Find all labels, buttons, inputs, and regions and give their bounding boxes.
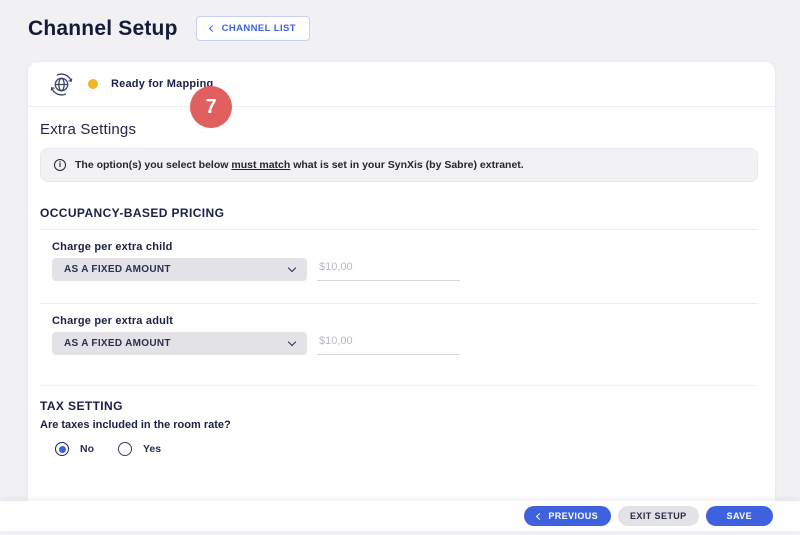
extra-adult-amount-input[interactable]: [317, 332, 460, 355]
previous-button-label: PREVIOUS: [548, 511, 599, 521]
tax-option-yes[interactable]: Yes: [118, 442, 161, 456]
extra-settings-heading: Extra Settings: [40, 121, 137, 138]
previous-button[interactable]: PREVIOUS: [524, 506, 612, 526]
exit-setup-button[interactable]: EXIT SETUP: [618, 506, 699, 526]
radio-no-selected[interactable]: [55, 442, 69, 456]
info-icon: i: [54, 159, 66, 171]
extra-child-charge-type-select[interactable]: AS A FIXED AMOUNT: [52, 258, 307, 281]
page-title: Channel Setup: [28, 16, 178, 40]
extra-adult-charge-type-select[interactable]: AS A FIXED AMOUNT: [52, 332, 307, 355]
step-badge: 7: [190, 86, 232, 128]
save-button[interactable]: SAVE: [705, 506, 773, 526]
extra-child-label: Charge per extra child: [52, 241, 173, 253]
step-badge-count: 7: [205, 95, 217, 118]
divider: [40, 385, 758, 386]
tax-radio-group: No Yes: [55, 442, 758, 456]
extra-adult-charge-type-value: AS A FIXED AMOUNT: [64, 338, 171, 349]
channel-status-row: Ready for Mapping: [28, 62, 775, 107]
tax-option-no[interactable]: No: [55, 442, 94, 456]
extra-child-charge-type-value: AS A FIXED AMOUNT: [64, 264, 171, 275]
save-button-label: SAVE: [726, 511, 752, 521]
exit-setup-button-label: EXIT SETUP: [630, 511, 687, 521]
radio-yes-label: Yes: [143, 443, 162, 455]
tax-question: Are taxes included in the room rate?: [40, 419, 231, 431]
info-banner-text: The option(s) you select below must matc…: [75, 159, 524, 171]
divider: [40, 229, 758, 230]
radio-yes-unselected[interactable]: [118, 442, 132, 456]
chevron-left-icon: [208, 24, 216, 33]
channel-setup-card: Ready for Mapping 7 Extra Settings i The…: [28, 62, 775, 514]
info-banner: i The option(s) you select below must ma…: [40, 148, 758, 182]
chevron-down-icon: [287, 263, 297, 273]
status-dot: [88, 79, 98, 89]
chevron-left-icon: [536, 512, 544, 520]
channel-list-button[interactable]: CHANNEL LIST: [195, 16, 310, 41]
page-header: Channel Setup CHANNEL LIST: [0, 0, 800, 46]
occupancy-pricing-section: OCCUPANCY-BASED PRICING Charge per extra…: [40, 206, 758, 456]
divider: [40, 303, 758, 304]
tax-setting-heading: TAX SETTING: [40, 399, 123, 413]
extra-child-form-group: Charge per extra child AS A FIXED AMOUNT: [52, 241, 758, 281]
extra-adult-form-group: Charge per extra adult AS A FIXED AMOUNT: [52, 315, 758, 355]
footer-action-bar: PREVIOUS EXIT SETUP SAVE: [0, 501, 800, 531]
radio-no-label: No: [80, 443, 94, 455]
status-label: Ready for Mapping: [111, 78, 214, 90]
extra-child-amount-input[interactable]: [317, 258, 460, 281]
chevron-down-icon: [287, 337, 297, 347]
occupancy-pricing-heading: OCCUPANCY-BASED PRICING: [40, 206, 225, 220]
extra-adult-label: Charge per extra adult: [52, 315, 174, 327]
channel-list-button-label: CHANNEL LIST: [221, 23, 296, 34]
sync-globe-icon: [50, 72, 73, 96]
